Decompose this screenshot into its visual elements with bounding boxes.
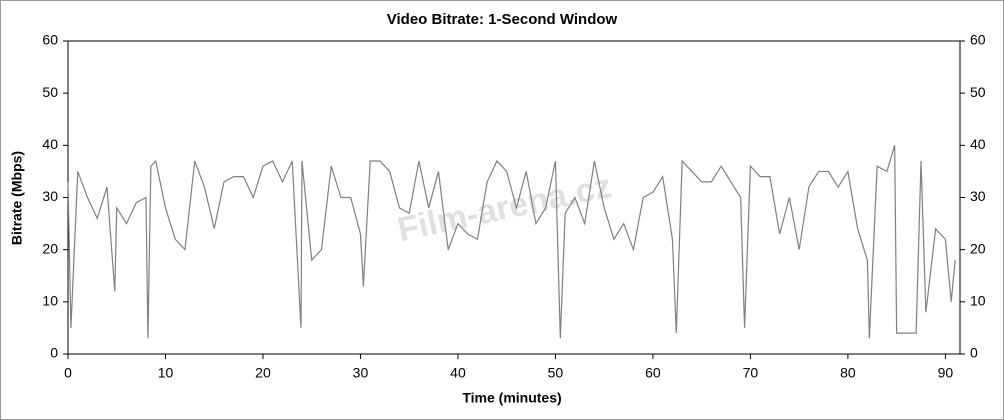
y-tick-label: 40 (42, 136, 58, 152)
y2-tick-label: 50 (970, 84, 986, 100)
y-axis-label: Bitrate (Mbps) (9, 151, 25, 245)
y-tick-label: 0 (50, 345, 58, 361)
y2-tick-label: 40 (970, 136, 986, 152)
y-tick-label: 30 (42, 188, 58, 204)
x-tick-label: 50 (548, 365, 564, 381)
x-tick-label: 30 (353, 365, 369, 381)
x-tick-label: 20 (255, 365, 271, 381)
y-tick-label: 60 (42, 32, 58, 48)
chart-title: Video Bitrate: 1-Second Window (387, 11, 618, 28)
y-tick-label: 50 (42, 84, 58, 100)
x-tick-label: 70 (743, 365, 759, 381)
y-tick-label: 20 (42, 240, 58, 256)
x-tick-label: 80 (840, 365, 856, 381)
x-tick-label: 60 (645, 365, 661, 381)
data-line (67, 145, 956, 339)
x-axis-label: Time (minutes) (462, 390, 561, 406)
x-tick-label: 10 (158, 365, 174, 381)
x-tick-label: 90 (938, 365, 954, 381)
y2-tick-label: 0 (970, 345, 978, 361)
y2-tick-label: 30 (970, 188, 986, 204)
x-tick-label: 40 (450, 365, 466, 381)
y-tick-label: 10 (42, 293, 58, 309)
y2-tick-label: 10 (970, 293, 986, 309)
y2-tick-label: 60 (970, 32, 986, 48)
x-tick-label: 0 (64, 365, 72, 381)
y2-tick-label: 20 (970, 240, 986, 256)
